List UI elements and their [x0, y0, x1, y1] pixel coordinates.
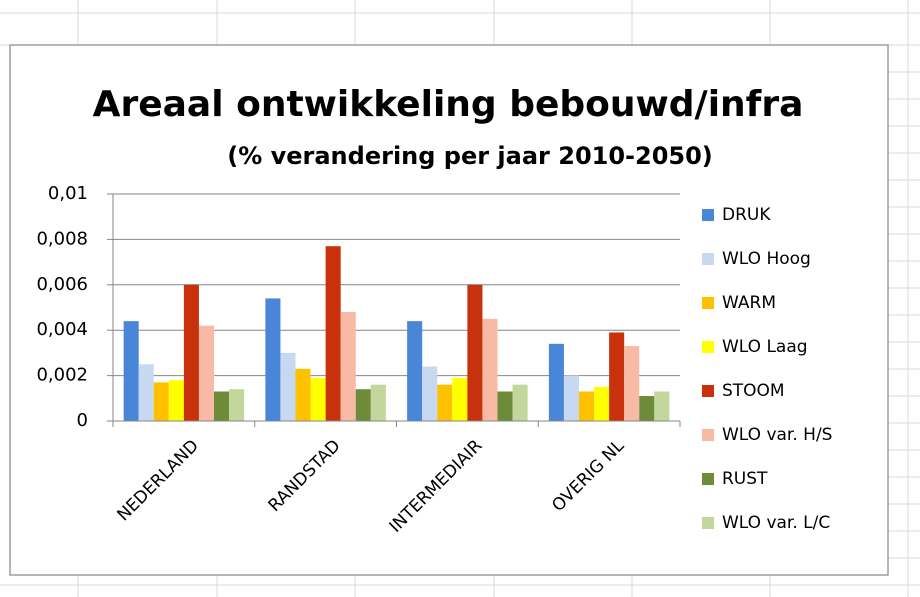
legend-label: WLO var. L/C — [722, 513, 830, 533]
bar — [229, 389, 245, 421]
bar — [497, 391, 513, 421]
bar — [183, 284, 199, 421]
bar — [325, 246, 341, 421]
bar — [548, 343, 564, 421]
y-tick-label: 0,004 — [36, 319, 88, 340]
bar — [563, 375, 580, 421]
legend-label: DRUK — [722, 205, 771, 225]
y-tick-label: 0,006 — [36, 274, 88, 295]
bar — [280, 352, 296, 421]
y-tick-label: 0,002 — [36, 365, 88, 386]
bar — [153, 382, 169, 421]
bar — [370, 384, 386, 421]
legend-label: WLO Laag — [722, 337, 808, 357]
bar — [594, 386, 610, 421]
bar — [213, 391, 230, 421]
bar — [310, 377, 326, 421]
legend-swatch — [702, 429, 714, 441]
bar — [437, 384, 453, 421]
legend-swatch — [702, 385, 714, 397]
bar — [624, 346, 640, 421]
bar — [138, 364, 154, 421]
bar — [654, 391, 670, 421]
y-tick-label: 0,01 — [48, 183, 88, 204]
bar — [198, 325, 214, 421]
bar — [340, 312, 356, 421]
bar — [482, 318, 498, 421]
chart-area — [9, 44, 889, 576]
legend-label: RUST — [722, 469, 768, 489]
legend-swatch — [702, 297, 714, 309]
bar — [639, 396, 655, 421]
bar — [123, 321, 139, 421]
chart-subtitle: (% verandering per jaar 2010-2050) — [227, 142, 713, 170]
legend-swatch — [702, 209, 714, 221]
bar — [452, 377, 468, 421]
bar — [467, 284, 483, 421]
bar — [407, 321, 423, 421]
legend-swatch — [702, 341, 714, 353]
bar — [609, 332, 625, 421]
legend-swatch — [702, 473, 714, 485]
bar — [168, 380, 184, 421]
y-tick-label: 0 — [77, 410, 88, 431]
legend-label: WARM — [722, 293, 776, 313]
chart-title: Areaal ontwikkeling bebouwd/infra — [93, 84, 804, 125]
legend-label: STOOM — [722, 381, 785, 401]
legend-swatch — [702, 253, 714, 265]
y-tick-label: 0,008 — [36, 228, 88, 249]
legend-swatch — [702, 517, 714, 529]
bar — [355, 389, 371, 421]
bar — [295, 368, 311, 421]
bar — [512, 384, 528, 421]
bar — [265, 298, 281, 421]
bar — [422, 366, 438, 421]
legend-label: WLO var. H/S — [722, 425, 832, 445]
bar — [579, 391, 595, 421]
legend-label: WLO Hoog — [722, 249, 811, 269]
